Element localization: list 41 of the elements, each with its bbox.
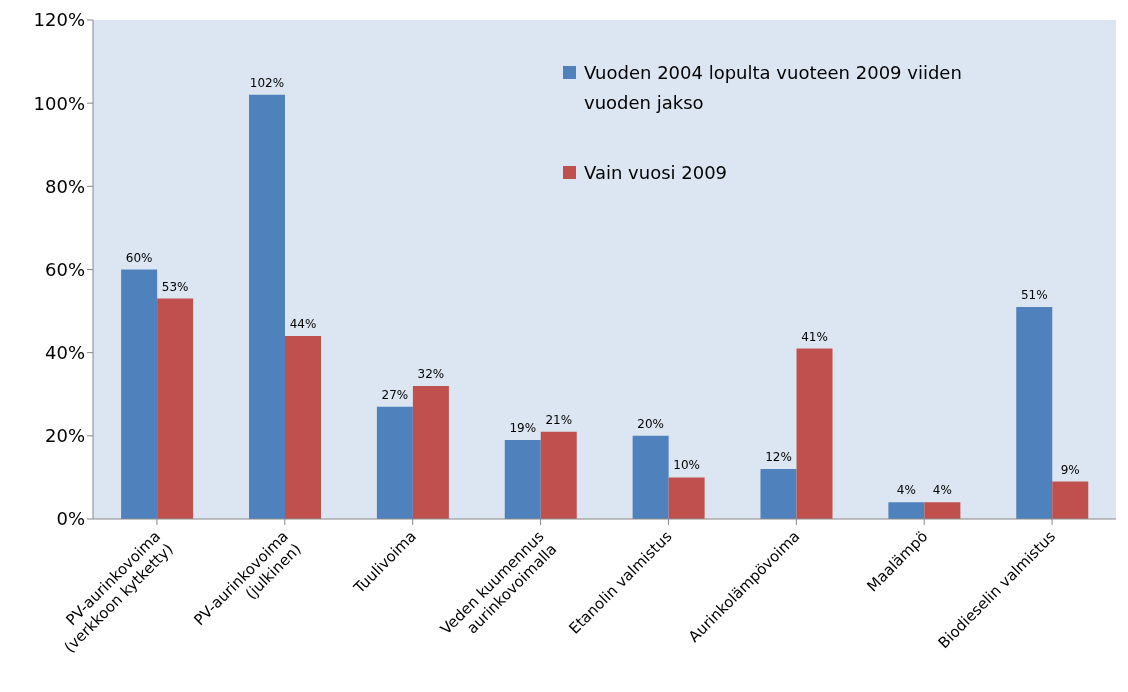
bar xyxy=(121,269,158,519)
data-label: 21% xyxy=(545,412,573,427)
y-tick-label: 0% xyxy=(56,508,85,530)
bar xyxy=(924,502,961,519)
data-label: 4% xyxy=(896,483,916,498)
data-label: 27% xyxy=(381,387,409,402)
bar xyxy=(412,385,449,519)
data-label: 9% xyxy=(1060,462,1080,477)
bar xyxy=(249,94,286,519)
bar xyxy=(760,469,797,519)
data-label: 53% xyxy=(161,279,189,294)
bar xyxy=(540,431,577,519)
bar xyxy=(504,439,541,519)
y-tick-label: 40% xyxy=(44,342,85,364)
bar xyxy=(285,336,322,519)
bar xyxy=(376,406,413,519)
y-tick-label: 120% xyxy=(33,9,85,31)
data-label: 41% xyxy=(801,329,828,344)
bar xyxy=(796,348,833,519)
data-label: 4% xyxy=(932,483,952,498)
data-label: 12% xyxy=(765,450,792,465)
y-tick-label: 20% xyxy=(44,425,85,447)
legend-label: Vuoden 2004 lopulta vuoteen 2009 viiden vuoden jakso xyxy=(584,61,963,115)
bar xyxy=(632,435,669,519)
y-tick-label: 100% xyxy=(33,92,85,114)
data-label: 19% xyxy=(509,420,537,435)
data-label: 44% xyxy=(289,317,317,332)
data-label: 10% xyxy=(673,458,700,473)
bar xyxy=(1016,306,1053,519)
bar xyxy=(157,298,194,519)
bar xyxy=(668,477,705,519)
data-label: 51% xyxy=(1020,287,1048,302)
data-label: 20% xyxy=(637,416,664,431)
bar xyxy=(888,502,925,519)
data-label: 32% xyxy=(417,366,445,381)
data-label: 60% xyxy=(125,250,153,265)
bar xyxy=(1052,481,1089,519)
y-tick-label: 60% xyxy=(44,258,85,280)
legend-label: Vain vuosi 2009 xyxy=(584,161,728,185)
y-tick-label: 80% xyxy=(44,175,85,197)
data-label: 102% xyxy=(249,75,285,90)
